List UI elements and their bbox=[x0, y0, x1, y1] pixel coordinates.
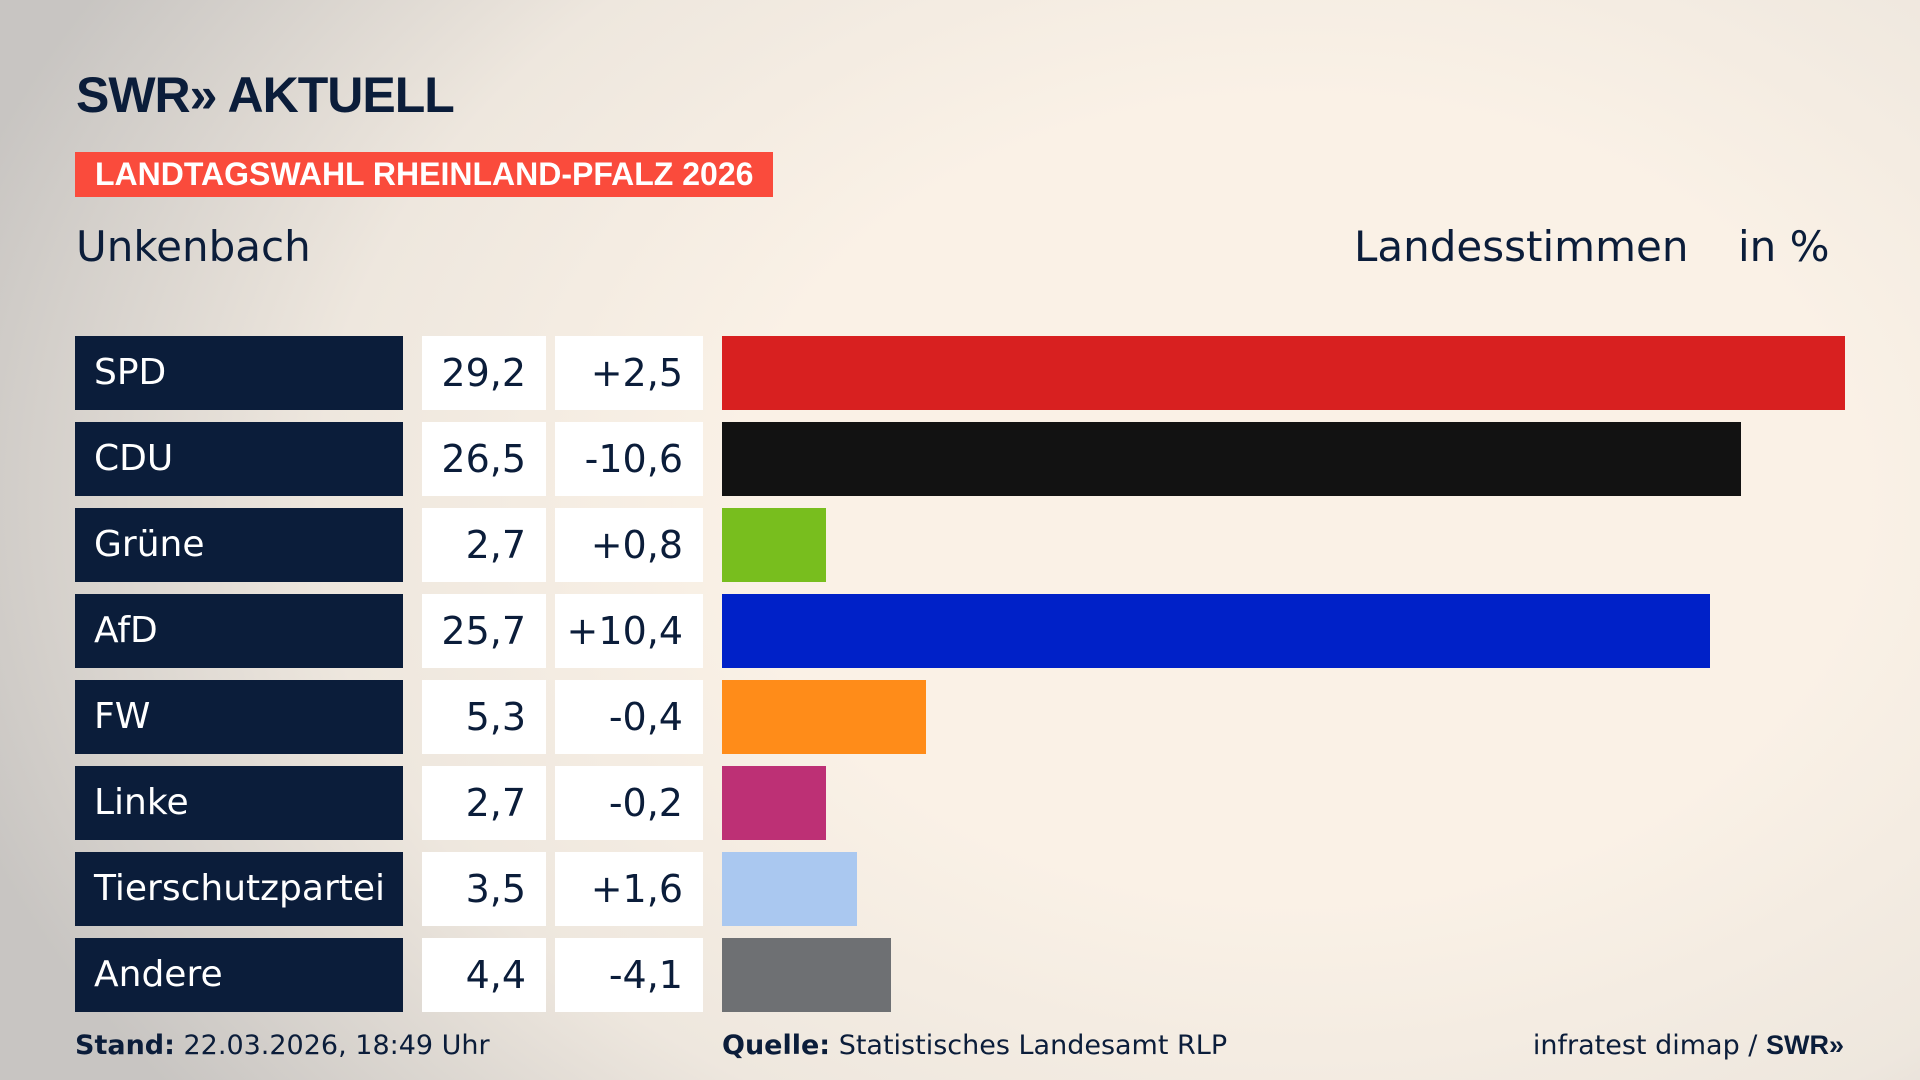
party-name: Tierschutzpartei bbox=[75, 852, 403, 926]
source: Quelle: Statistisches Landesamt RLP bbox=[722, 1030, 1227, 1061]
chart-row: Linke 2,7 -0,2 bbox=[0, 766, 1920, 840]
source-label: Quelle: bbox=[722, 1030, 831, 1061]
party-name: CDU bbox=[75, 422, 403, 496]
party-name: SPD bbox=[75, 336, 403, 410]
vote-change: -4,1 bbox=[555, 938, 703, 1012]
vote-change: +1,6 bbox=[555, 852, 703, 926]
stand-label: Stand: bbox=[75, 1030, 175, 1061]
party-name: Andere bbox=[75, 938, 403, 1012]
bar-cdu bbox=[722, 422, 1742, 496]
bar-afd bbox=[722, 594, 1711, 668]
chart-row: Andere 4,4 -4,1 bbox=[0, 938, 1920, 1012]
source-value: Statistisches Landesamt RLP bbox=[830, 1030, 1228, 1061]
timestamp: Stand: 22.03.2026, 18:49 Uhr bbox=[75, 1030, 490, 1061]
vote-share: 4,4 bbox=[422, 938, 546, 1012]
bar-grüne bbox=[722, 508, 826, 582]
vote-change: +2,5 bbox=[555, 336, 703, 410]
vote-change: -0,2 bbox=[555, 766, 703, 840]
bar-fw bbox=[722, 680, 926, 754]
bar-linke bbox=[722, 766, 826, 840]
vote-share: 29,2 bbox=[422, 336, 546, 410]
vote-share: 25,7 bbox=[422, 594, 546, 668]
chart-row: AfD 25,7 +10,4 bbox=[0, 594, 1920, 668]
vote-change: -10,6 bbox=[555, 422, 703, 496]
vote-change: -0,4 bbox=[555, 680, 703, 754]
chart-row: SPD 29,2 +2,5 bbox=[0, 336, 1920, 410]
swr-logo: SWR» bbox=[1765, 1030, 1844, 1060]
vote-share: 26,5 bbox=[422, 422, 546, 496]
vote-share: 2,7 bbox=[422, 508, 546, 582]
party-name: AfD bbox=[75, 594, 403, 668]
party-name: Linke bbox=[75, 766, 403, 840]
vote-share: 3,5 bbox=[422, 852, 546, 926]
measure-label: Landesstimmen bbox=[1354, 222, 1689, 271]
vote-share: 5,3 bbox=[422, 680, 546, 754]
vote-share: 2,7 bbox=[422, 766, 546, 840]
party-name: Grüne bbox=[75, 508, 403, 582]
swr-aktuell-logo: SWR» AKTUELL bbox=[76, 67, 455, 123]
vote-change: +10,4 bbox=[555, 594, 703, 668]
unit-label: in % bbox=[1738, 222, 1830, 271]
chart-row: CDU 26,5 -10,6 bbox=[0, 422, 1920, 496]
chart-row: Tierschutzpartei 3,5 +1,6 bbox=[0, 852, 1920, 926]
vote-change: +0,8 bbox=[555, 508, 703, 582]
chart-row: FW 5,3 -0,4 bbox=[0, 680, 1920, 754]
chart-row: Grüne 2,7 +0,8 bbox=[0, 508, 1920, 582]
place-title: Unkenbach bbox=[76, 222, 311, 271]
credit-text: infratest dimap / bbox=[1532, 1030, 1766, 1061]
bar-tierschutzpartei bbox=[722, 852, 857, 926]
bar-andere bbox=[722, 938, 892, 1012]
election-banner: LANDTAGSWAHL RHEINLAND-PFALZ 2026 bbox=[75, 152, 774, 197]
bar-spd bbox=[722, 336, 1845, 410]
credit: infratest dimap / SWR» bbox=[1533, 1030, 1844, 1061]
stand-value: 22.03.2026, 18:49 Uhr bbox=[174, 1030, 490, 1061]
party-name: FW bbox=[75, 680, 403, 754]
